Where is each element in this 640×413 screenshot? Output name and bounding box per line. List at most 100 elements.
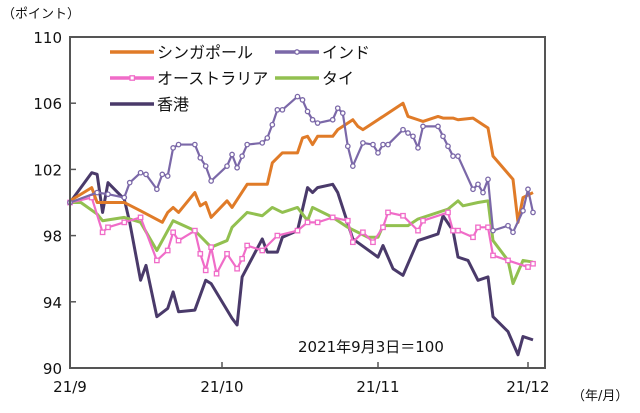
data-point <box>314 120 321 126</box>
legend-label: インド <box>322 43 370 62</box>
y-tick-label: 98 <box>43 228 62 246</box>
data-point <box>154 257 160 264</box>
data-point <box>420 123 426 130</box>
data-point <box>470 186 476 193</box>
legend-label: タイ <box>322 69 354 88</box>
data-point <box>143 171 149 178</box>
data-point <box>380 141 386 148</box>
data-point <box>197 250 204 257</box>
data-point <box>435 123 441 130</box>
series-line-4 <box>70 199 534 286</box>
data-point <box>525 264 531 270</box>
plot-frame <box>69 36 546 369</box>
legend-label: オーストラリア <box>157 69 268 88</box>
y-tick-label: 94 <box>43 294 62 312</box>
data-point <box>239 255 245 262</box>
data-point <box>304 219 311 226</box>
data-point <box>154 186 160 193</box>
data-point <box>400 212 406 219</box>
data-point <box>208 244 214 251</box>
data-point <box>360 140 366 146</box>
data-point <box>244 242 251 249</box>
x-tick-label: 21/12 <box>506 378 549 396</box>
data-point <box>309 116 316 123</box>
data-point <box>349 163 356 169</box>
data-point <box>480 189 486 196</box>
data-point <box>445 209 451 216</box>
data-point <box>400 126 406 133</box>
y-tick-label: 90 <box>43 360 62 378</box>
data-point <box>213 270 220 277</box>
data-point <box>455 153 461 160</box>
data-point <box>164 173 171 179</box>
data-point <box>520 207 526 214</box>
data-point <box>415 145 421 151</box>
data-point <box>294 93 301 100</box>
data-point <box>415 227 421 234</box>
data-point <box>455 227 461 234</box>
data-point <box>269 121 276 128</box>
data-point <box>380 224 386 231</box>
data-point <box>475 181 481 188</box>
data-point <box>485 224 491 231</box>
legend-marker <box>129 75 136 81</box>
data-point <box>329 116 336 123</box>
data-point <box>94 189 100 196</box>
data-point <box>170 229 176 236</box>
data-point <box>105 224 111 231</box>
data-point <box>274 232 281 239</box>
data-point <box>339 110 346 116</box>
data-point <box>202 163 209 169</box>
data-point <box>530 260 536 267</box>
data-point <box>229 151 235 158</box>
data-point <box>234 265 240 272</box>
y-tick-label: 102 <box>33 161 62 179</box>
series-line-5 <box>68 171 534 357</box>
data-point <box>505 257 511 264</box>
data-point <box>314 219 321 226</box>
x-axis-unit-label: （年/月） <box>572 389 628 404</box>
series-line-1 <box>69 101 534 224</box>
data-point <box>505 222 511 229</box>
data-point <box>274 106 281 113</box>
data-point <box>164 247 171 254</box>
data-point <box>299 97 306 103</box>
data-point <box>121 219 128 226</box>
data-point <box>170 145 176 151</box>
data-point <box>105 191 111 198</box>
data-point <box>304 108 311 115</box>
data-point <box>192 227 198 234</box>
data-point <box>440 133 446 140</box>
data-point <box>121 194 128 201</box>
data-point <box>385 209 391 216</box>
data-point <box>385 141 391 148</box>
data-point <box>99 229 106 236</box>
data-point <box>450 153 456 160</box>
data-point <box>244 141 251 148</box>
y-axis-unit-label: （ポイント） <box>2 7 80 22</box>
data-point <box>485 176 491 183</box>
data-point <box>470 234 476 241</box>
data-point <box>224 163 230 169</box>
data-point <box>137 214 144 221</box>
legend-label: 香港 <box>157 95 189 114</box>
data-point <box>329 214 336 221</box>
data-point <box>294 227 301 234</box>
data-point <box>525 186 531 193</box>
data-point <box>279 106 286 113</box>
data-point <box>159 171 166 178</box>
data-point <box>450 227 456 234</box>
legend-marker <box>294 49 300 55</box>
data-point <box>370 239 376 246</box>
data-point <box>405 130 411 136</box>
data-point <box>490 252 496 259</box>
data-point <box>490 227 496 234</box>
data-point <box>510 229 516 236</box>
data-point <box>137 169 144 176</box>
y-tick-label: 106 <box>33 95 62 113</box>
data-point <box>192 141 198 148</box>
data-point <box>234 164 240 171</box>
data-point <box>259 140 266 146</box>
data-point <box>208 178 214 184</box>
